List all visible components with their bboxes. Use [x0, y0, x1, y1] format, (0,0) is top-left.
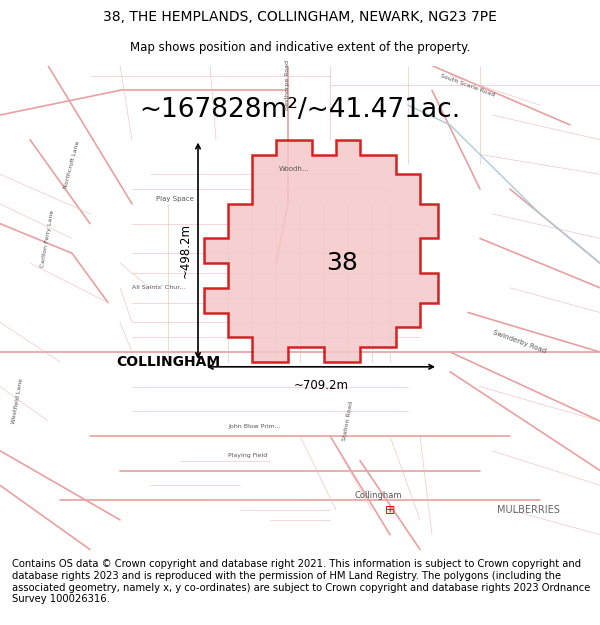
Text: Map shows position and indicative extent of the property.: Map shows position and indicative extent…	[130, 41, 470, 54]
Text: MULBERRIES: MULBERRIES	[497, 505, 559, 515]
Text: ~709.2m: ~709.2m	[293, 379, 349, 392]
Text: ⊞: ⊞	[385, 504, 395, 516]
Text: Westfield Lane: Westfield Lane	[11, 378, 25, 424]
Text: Woodh...: Woodh...	[278, 166, 310, 172]
Text: COLLINGHAM: COLLINGHAM	[116, 355, 220, 369]
Text: Carlton Ferry Lane: Carlton Ferry Lane	[40, 209, 56, 268]
Text: 38, THE HEMPLANDS, COLLINGHAM, NEWARK, NG23 7PE: 38, THE HEMPLANDS, COLLINGHAM, NEWARK, N…	[103, 10, 497, 24]
Text: Contains OS data © Crown copyright and database right 2021. This information is : Contains OS data © Crown copyright and d…	[12, 559, 590, 604]
Text: All Saints' Chur...: All Saints' Chur...	[132, 285, 185, 290]
Text: Station Road: Station Road	[342, 401, 354, 441]
Text: Besthorpe Road: Besthorpe Road	[286, 61, 290, 111]
Text: Swinderby Road: Swinderby Road	[492, 330, 547, 354]
Text: 38: 38	[326, 251, 358, 275]
Text: Collingham: Collingham	[354, 491, 402, 500]
Text: ~167828m²/~41.471ac.: ~167828m²/~41.471ac.	[139, 97, 461, 123]
Text: Play Space: Play Space	[156, 196, 194, 202]
Polygon shape	[204, 139, 438, 362]
Text: Playing Field: Playing Field	[228, 453, 267, 458]
Text: ~498.2m: ~498.2m	[179, 223, 192, 278]
Text: South Scarle Road: South Scarle Road	[440, 73, 496, 98]
Text: Northcroft Lane: Northcroft Lane	[63, 140, 81, 189]
Text: John Blow Prim...: John Blow Prim...	[228, 424, 281, 429]
